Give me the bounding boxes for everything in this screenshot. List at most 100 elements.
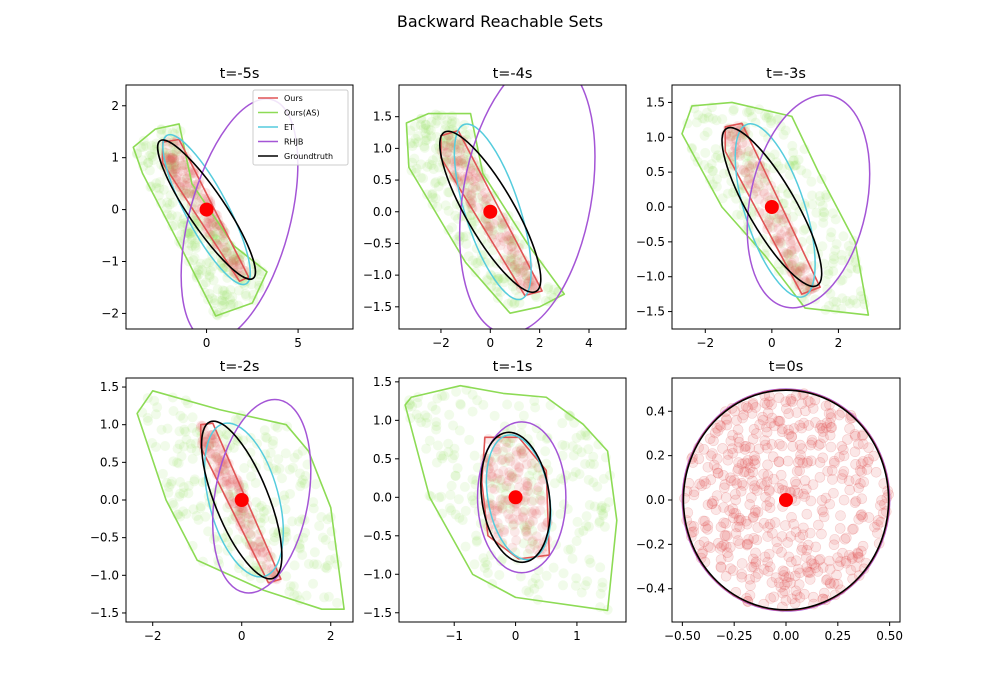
as-sample-point xyxy=(222,272,233,283)
as-sample-point xyxy=(246,471,257,482)
ours-sample-point xyxy=(790,555,802,567)
ours-sample-point xyxy=(698,444,710,455)
as-sample-point xyxy=(761,242,772,253)
as-sample-point xyxy=(711,181,722,192)
ours-sample-point xyxy=(726,443,738,454)
ours-sample-point xyxy=(779,585,791,597)
as-sample-point xyxy=(518,538,529,549)
as-sample-point xyxy=(166,158,177,169)
ours-sample-point xyxy=(815,438,826,450)
ours-sample-point xyxy=(440,140,451,151)
x-tick-label: −0.50 xyxy=(664,629,701,643)
as-sample-point xyxy=(817,200,828,211)
ours-sample-point xyxy=(737,402,749,413)
ours-sample-point xyxy=(762,459,773,471)
as-sample-point xyxy=(474,180,485,191)
as-sample-point xyxy=(428,192,439,203)
ours-sample-point xyxy=(764,496,776,508)
ours-sample-point xyxy=(527,515,538,526)
as-sample-point xyxy=(166,159,177,170)
ours-sample-point xyxy=(829,534,841,545)
ours-sample-point xyxy=(521,459,532,470)
as-sample-point xyxy=(505,255,516,266)
as-sample-point xyxy=(407,141,418,152)
as-sample-point xyxy=(464,129,475,140)
as-sample-point xyxy=(157,468,168,479)
ours-sample-point xyxy=(861,464,873,475)
as-sample-point xyxy=(478,399,489,410)
ours-sample-point xyxy=(846,553,858,564)
as-sample-point xyxy=(178,441,189,452)
as-sample-point xyxy=(424,435,435,446)
as-sample-point xyxy=(272,422,283,433)
as-sample-point xyxy=(225,285,236,296)
y-tick-label: −1.0 xyxy=(90,568,119,582)
ours-sample-point xyxy=(749,507,761,519)
y-tick-label: 0 xyxy=(111,203,119,217)
ours-sample-point xyxy=(697,547,708,558)
as-sample-point xyxy=(704,174,715,185)
ours-sample-point xyxy=(244,528,255,539)
as-sample-point xyxy=(722,188,733,199)
as-sample-point xyxy=(297,475,308,486)
ours-sample-point xyxy=(466,198,477,209)
as-sample-point xyxy=(158,184,169,195)
ours-sample-point xyxy=(791,407,803,418)
as-sample-point xyxy=(734,148,745,159)
boundary-rhjb xyxy=(211,398,312,594)
ours-sample-point xyxy=(167,152,178,163)
ours-sample-point xyxy=(843,475,855,487)
ours-sample-point xyxy=(501,231,512,242)
ours-sample-point xyxy=(521,524,532,535)
as-sample-point xyxy=(332,597,343,608)
y-tick-label: −1.0 xyxy=(363,268,392,282)
boundary-ours-as xyxy=(132,123,268,317)
ours-sample-point xyxy=(179,180,190,191)
y-tick-label: 0.0 xyxy=(100,493,119,507)
as-sample-point xyxy=(188,255,199,266)
as-sample-point xyxy=(778,129,789,140)
as-sample-point xyxy=(161,477,172,488)
as-sample-point xyxy=(463,251,474,262)
as-sample-point xyxy=(531,291,542,302)
center-marker xyxy=(779,493,793,507)
as-sample-point xyxy=(320,562,331,573)
ours-sample-point xyxy=(801,508,813,520)
ours-sample-point xyxy=(251,548,262,559)
as-sample-point xyxy=(251,497,262,508)
ours-sample-point xyxy=(722,449,734,460)
as-sample-point xyxy=(426,116,437,127)
ours-sample-point xyxy=(183,188,194,199)
as-sample-point xyxy=(482,568,493,579)
as-sample-point xyxy=(154,183,165,194)
ours-sample-point xyxy=(765,417,776,429)
as-sample-point xyxy=(447,453,458,464)
ours-sample-point xyxy=(855,478,866,489)
as-sample-point xyxy=(451,386,462,397)
as-sample-point xyxy=(308,503,319,514)
as-sample-point xyxy=(245,529,256,540)
as-sample-point xyxy=(446,480,457,491)
ours-sample-point xyxy=(514,482,525,493)
ours-sample-point xyxy=(825,412,837,423)
as-sample-point xyxy=(544,508,555,519)
ours-sample-point xyxy=(799,491,810,502)
as-sample-point xyxy=(499,277,510,288)
ours-sample-point xyxy=(782,455,794,467)
as-sample-point xyxy=(316,511,327,522)
ours-sample-point xyxy=(220,468,231,479)
ours-sample-point xyxy=(761,476,773,488)
boundary-et xyxy=(203,422,284,578)
as-sample-point xyxy=(310,479,321,490)
ours-sample-point xyxy=(733,457,744,468)
as-sample-point xyxy=(217,300,228,311)
ours-sample-point xyxy=(820,400,832,412)
ours-sample-point xyxy=(734,521,745,533)
as-sample-point xyxy=(289,452,300,463)
as-sample-point xyxy=(571,432,582,443)
as-sample-point xyxy=(452,463,463,474)
as-sample-point xyxy=(207,230,218,241)
ours-sample-point xyxy=(506,256,517,267)
as-sample-point xyxy=(184,228,195,239)
ours-sample-point xyxy=(693,453,705,465)
